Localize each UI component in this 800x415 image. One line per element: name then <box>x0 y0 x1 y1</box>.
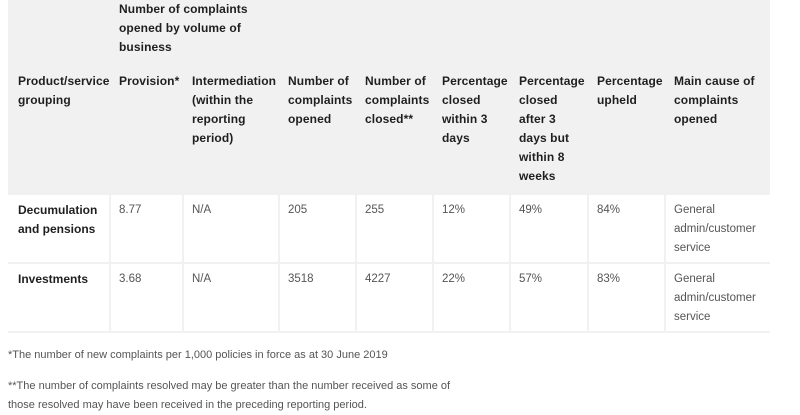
column-divider <box>509 195 511 331</box>
row-label-line: and pensions <box>18 222 96 236</box>
header-line: Provision* <box>119 74 180 88</box>
header-line: (within the <box>192 93 254 107</box>
cell-pct-3-days: 22% <box>442 273 466 285</box>
cause-line: General <box>674 204 715 216</box>
column-divider <box>278 195 280 331</box>
row-label-line: Decumulation <box>18 203 98 217</box>
column-divider <box>355 195 357 331</box>
table-row <box>8 195 770 262</box>
header-line: Main cause of <box>674 74 755 88</box>
header-line: closed <box>519 93 558 107</box>
header-closed: Number of complaints closed** <box>365 72 429 129</box>
footnote-provision: *The number of new complaints per 1,000 … <box>8 349 388 361</box>
header-upheld: Percentage upheld <box>597 72 663 110</box>
header-line: closed <box>442 93 481 107</box>
group-header-line: business <box>119 40 172 54</box>
header-pct-3-days: Percentage closed within 3 days <box>442 72 508 148</box>
group-header: Number of complaints opened by volume of… <box>119 0 248 57</box>
cell-provision: 8.77 <box>119 204 142 216</box>
cause-line: admin/customer <box>674 292 756 304</box>
cell-main-cause: General admin/customer service <box>674 270 756 327</box>
column-divider <box>587 195 589 331</box>
cause-line: service <box>674 242 711 254</box>
header-pct-8-weeks: Percentage closed after 3 days but withi… <box>519 72 585 186</box>
header-line: reporting <box>192 112 246 126</box>
footnote-closed: **The number of complaints resolved may … <box>8 377 450 415</box>
header-line: opened <box>674 112 718 126</box>
footnote-line: those resolved may have been received in… <box>8 399 367 411</box>
header-line: grouping <box>18 93 71 107</box>
cell-closed: 4227 <box>365 273 391 285</box>
header-line: Intermediation <box>192 74 277 88</box>
header-product: Product/service grouping <box>18 72 110 110</box>
header-line: complaints <box>674 93 739 107</box>
footnote-line: **The number of complaints resolved may … <box>8 380 451 392</box>
cause-line: General <box>674 273 715 285</box>
header-line: within 8 <box>519 150 565 164</box>
column-divider <box>432 195 434 331</box>
header-line: Percentage <box>597 74 663 88</box>
header-line: Percentage <box>442 74 508 88</box>
cell-pct-8-weeks: 49% <box>519 204 543 216</box>
header-line: upheld <box>597 93 637 107</box>
cell-intermediation: N/A <box>192 273 212 285</box>
header-line: days <box>442 131 470 145</box>
header-line: Percentage <box>519 74 585 88</box>
header-intermediation: Intermediation (within the reporting per… <box>192 72 276 148</box>
header-line: opened <box>288 112 332 126</box>
row-label: Decumulation and pensions <box>18 201 97 239</box>
header-provision: Provision* <box>119 72 179 91</box>
header-line: Number of <box>365 74 426 88</box>
cell-upheld: 83% <box>597 273 621 285</box>
cell-closed: 255 <box>365 204 385 216</box>
header-line: within 3 <box>442 112 488 126</box>
cell-provision: 3.68 <box>119 273 142 285</box>
cell-intermediation: N/A <box>192 204 212 216</box>
column-divider <box>664 195 666 331</box>
header-line: closed** <box>365 112 414 126</box>
header-line: complaints <box>365 93 430 107</box>
header-line: Number of <box>288 74 349 88</box>
header-line: Product/service <box>18 74 110 88</box>
row-label-line: Investments <box>18 272 89 286</box>
cell-opened: 205 <box>288 204 308 216</box>
group-header-line: opened by volume of <box>119 21 241 35</box>
cell-opened: 3518 <box>288 273 314 285</box>
row-label: Investments <box>18 270 88 289</box>
cell-upheld: 84% <box>597 204 621 216</box>
header-line: after 3 <box>519 112 556 126</box>
header-opened: Number of complaints opened <box>288 72 352 129</box>
cell-pct-8-weeks: 57% <box>519 273 543 285</box>
header-line: days but <box>519 131 570 145</box>
cause-line: service <box>674 311 711 323</box>
table-row <box>8 264 770 331</box>
cause-line: admin/customer <box>674 223 756 235</box>
cell-pct-3-days: 12% <box>442 204 466 216</box>
group-header-line: Number of complaints <box>119 2 248 16</box>
header-line: complaints <box>288 93 353 107</box>
header-line: weeks <box>519 169 556 183</box>
header-main-cause: Main cause of complaints opened <box>674 72 755 129</box>
column-divider <box>109 195 111 331</box>
column-divider <box>182 195 184 331</box>
header-line: period) <box>192 131 234 145</box>
cell-main-cause: General admin/customer service <box>674 201 756 258</box>
